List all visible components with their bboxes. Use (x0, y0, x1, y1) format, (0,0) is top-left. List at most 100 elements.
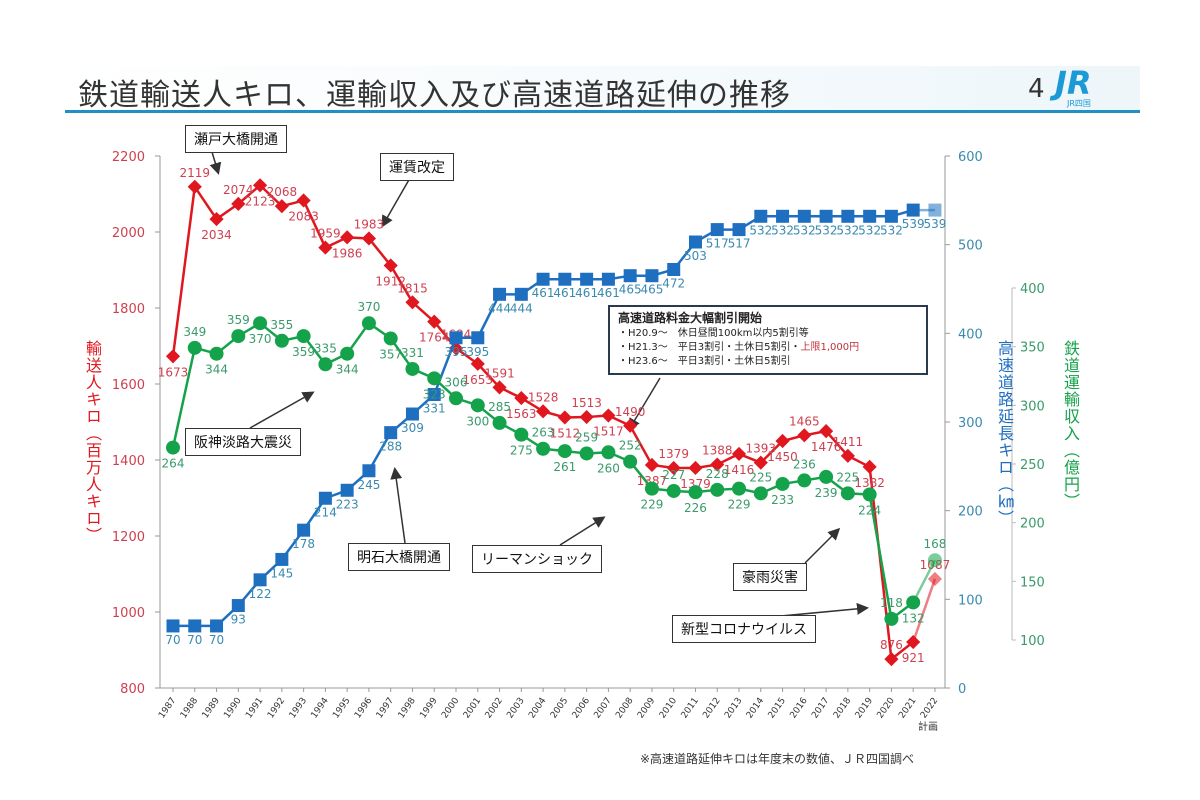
highway-km-data-label: 93 (231, 613, 246, 627)
highway-km-data-label: 70 (209, 633, 224, 647)
blue-tick-label: 100 (958, 593, 983, 608)
passenger-km-data-label: 1382 (854, 476, 885, 490)
annotation-highway-discount: 高速道路料金大幅割引開始 ・H20.9～ 休日昼間100km以内5割引等 ・H2… (608, 305, 928, 375)
green-tick-label: 350 (1020, 341, 1045, 356)
x-tick-label: 2012 (701, 696, 722, 720)
revenue-data-label: 275 (510, 444, 533, 458)
revenue-point (557, 444, 572, 459)
revenue-data-label: 239 (815, 486, 838, 500)
highway-km-data-label: 178 (292, 537, 315, 551)
passenger-km-point (906, 634, 921, 650)
revenue-segment (868, 494, 893, 620)
x-tick-label: 1990 (222, 696, 243, 721)
revenue-data-label: 228 (706, 467, 729, 481)
passenger-km-data-label: 1388 (702, 444, 733, 458)
revenue-point (710, 482, 725, 497)
green-tick-label: 100 (1020, 634, 1045, 649)
revenue-data-label: 168 (923, 537, 946, 551)
passenger-km-segment (389, 264, 414, 303)
highway-km-data-label: 532 (836, 223, 859, 237)
revenue-data-label: 306 (445, 375, 468, 389)
revenue-point (209, 346, 224, 361)
highway-km-point (471, 331, 485, 345)
x-tick-label: 2021 (897, 696, 918, 720)
highway-km-point (514, 287, 528, 301)
x-tick-label: 2019 (854, 696, 875, 721)
highway-km-data-label: 214 (314, 505, 337, 519)
passenger-km-point (187, 179, 202, 194)
passenger-km-point (862, 459, 877, 474)
passenger-km-point (623, 418, 638, 433)
annotation-arrow (804, 527, 841, 564)
passenger-km-data-label: 1528 (528, 390, 559, 404)
passenger-km-data-label: 1450 (767, 450, 798, 464)
revenue-point (753, 486, 768, 501)
blue-tick-label: 0 (958, 682, 966, 697)
blue-tick-label: 200 (958, 505, 983, 520)
passenger-km-point (710, 457, 725, 472)
revenue-point (405, 361, 420, 376)
highway-km-point (754, 209, 768, 223)
green-tick-label: 250 (1020, 458, 1045, 473)
revenue-point (427, 371, 442, 386)
revenue-data-label: 225 (749, 470, 772, 484)
highway-km-point (863, 209, 877, 223)
highway-km-data-label: 532 (858, 223, 881, 237)
passenger-km-point (775, 433, 790, 449)
highway-km-point (449, 331, 463, 345)
revenue-point (318, 357, 333, 372)
revenue-point (166, 440, 180, 455)
x-tick-label: 2007 (593, 696, 614, 720)
revenue-data-label: 370 (249, 332, 272, 346)
highway-km-point (906, 203, 920, 217)
revenue-point (623, 454, 638, 469)
revenue-data-label: 285 (488, 400, 511, 414)
passenger-km-data-label: 1959 (310, 227, 341, 241)
revenue-data-label: 261 (553, 460, 576, 474)
annotation-akashi: 明石大橋開通 (348, 543, 450, 571)
passenger-km-point (514, 390, 529, 406)
x-tick-label: 1996 (353, 696, 374, 721)
highway-km-data-label: 444 (488, 301, 511, 315)
revenue-data-label: 252 (619, 439, 642, 453)
x-tick-label: 2008 (614, 696, 635, 721)
revenue-point (927, 553, 942, 568)
annotation-fare: 運賃改定 (380, 153, 454, 181)
passenger-km-point (296, 193, 311, 208)
x-tick-label: 1998 (397, 696, 418, 721)
blue-tick-label: 300 (958, 416, 983, 431)
passenger-km-point (840, 448, 855, 463)
x-tick-label: 2006 (571, 696, 592, 721)
revenue-data-label: 263 (532, 426, 555, 440)
title-band (65, 66, 1140, 110)
revenue-data-label: 225 (836, 470, 859, 484)
passenger-km-data-label: 921 (902, 651, 925, 665)
revenue-point (514, 427, 529, 442)
highway-km-point (841, 209, 855, 223)
highway-km-point (166, 619, 180, 633)
left-axis-label: 輸送人キロ（百万人キロ） (83, 340, 102, 544)
passenger-km-point (383, 258, 398, 273)
highway-km-data-label: 331 (423, 402, 446, 416)
revenue-point (536, 441, 551, 456)
highway-km-point (275, 552, 289, 566)
highway-km-data-label: 461 (553, 286, 576, 300)
highway-km-point (493, 287, 507, 301)
annotation-arrow (559, 516, 606, 546)
revenue-point (187, 340, 202, 355)
passenger-km-data-label: 1912 (375, 274, 406, 288)
passenger-km-point (927, 571, 943, 587)
left-tick-label: 1200 (112, 530, 145, 545)
jr-logo: JR JR四国 (1055, 64, 1115, 108)
highway-km-point (667, 262, 681, 276)
passenger-km-data-label: 2068 (267, 185, 298, 199)
highway-km-data-label: 472 (662, 276, 685, 290)
revenue-point (579, 446, 594, 461)
revenue-point (819, 469, 834, 484)
revenue-data-label: 229 (640, 498, 663, 512)
revenue-data-label: 132 (902, 611, 925, 625)
passenger-km-point (165, 349, 181, 364)
passenger-km-data-label: 2074 (223, 183, 254, 197)
revenue-point (688, 485, 703, 500)
passenger-km-data-label: 1563 (506, 407, 537, 421)
